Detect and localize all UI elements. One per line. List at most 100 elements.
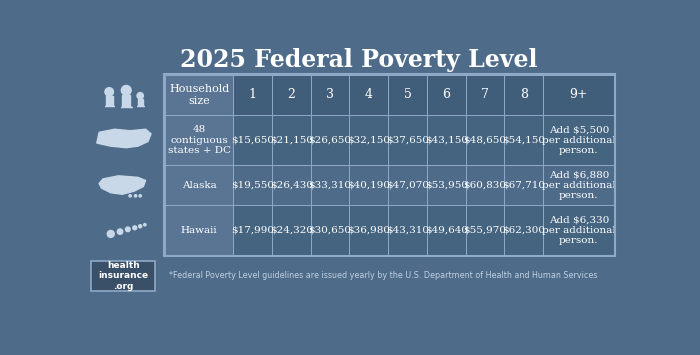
Text: $60,830: $60,830 bbox=[463, 181, 507, 190]
Bar bbox=[427, 205, 466, 255]
Circle shape bbox=[129, 195, 132, 197]
Text: $17,990: $17,990 bbox=[231, 225, 274, 235]
Bar bbox=[543, 205, 615, 255]
Text: Add $6,330
per additional
person.: Add $6,330 per additional person. bbox=[542, 215, 616, 245]
Bar bbox=[505, 75, 543, 115]
Text: $54,150: $54,150 bbox=[503, 136, 545, 144]
Text: Add $5,500
per additional
person.: Add $5,500 per additional person. bbox=[542, 125, 616, 155]
Bar bbox=[389, 165, 427, 205]
Text: $47,070: $47,070 bbox=[386, 181, 429, 190]
Bar bbox=[349, 75, 389, 115]
Text: 9+: 9+ bbox=[570, 88, 588, 102]
Bar bbox=[427, 75, 466, 115]
Bar bbox=[311, 205, 349, 255]
Bar bbox=[349, 205, 389, 255]
Text: $33,310: $33,310 bbox=[309, 181, 351, 190]
Bar bbox=[505, 115, 543, 165]
Text: 48
contiguous
states + DC: 48 contiguous states + DC bbox=[167, 125, 230, 155]
Text: *Federal Poverty Level guidelines are issued yearly by the U.S. Department of He: *Federal Poverty Level guidelines are is… bbox=[169, 272, 597, 280]
Bar bbox=[272, 205, 311, 255]
FancyArrow shape bbox=[136, 99, 144, 106]
Bar bbox=[311, 75, 349, 115]
Circle shape bbox=[118, 229, 122, 234]
Bar bbox=[543, 165, 615, 205]
Circle shape bbox=[105, 88, 113, 96]
FancyArrow shape bbox=[104, 96, 114, 106]
Text: $32,150: $32,150 bbox=[347, 136, 391, 144]
Text: $36,980: $36,980 bbox=[347, 225, 391, 235]
Text: $15,650: $15,650 bbox=[231, 136, 274, 144]
Text: $55,970: $55,970 bbox=[463, 225, 507, 235]
Bar bbox=[466, 205, 505, 255]
Text: 5: 5 bbox=[404, 88, 412, 102]
Bar bbox=[272, 165, 311, 205]
Text: $26,430: $26,430 bbox=[270, 181, 313, 190]
Text: $62,300: $62,300 bbox=[503, 225, 545, 235]
Text: Alaska: Alaska bbox=[182, 181, 216, 190]
Text: $26,650: $26,650 bbox=[309, 136, 351, 144]
Polygon shape bbox=[99, 176, 146, 194]
Bar bbox=[349, 115, 389, 165]
Circle shape bbox=[133, 226, 136, 230]
Circle shape bbox=[125, 227, 130, 231]
Bar bbox=[466, 75, 505, 115]
Text: $21,150: $21,150 bbox=[270, 136, 313, 144]
Bar bbox=[466, 165, 505, 205]
Circle shape bbox=[139, 225, 141, 228]
Text: 2025 Federal Poverty Level: 2025 Federal Poverty Level bbox=[180, 48, 538, 72]
Bar bbox=[543, 115, 615, 165]
Bar bbox=[233, 75, 272, 115]
Bar bbox=[165, 115, 233, 165]
Text: $30,650: $30,650 bbox=[309, 225, 351, 235]
Bar bbox=[311, 165, 349, 205]
Text: 3: 3 bbox=[326, 88, 334, 102]
Text: $19,550: $19,550 bbox=[231, 181, 274, 190]
Text: health
insurance
.org: health insurance .org bbox=[98, 261, 148, 291]
Bar bbox=[389, 115, 427, 165]
Text: 1: 1 bbox=[248, 88, 257, 102]
Bar bbox=[466, 115, 505, 165]
Text: $43,310: $43,310 bbox=[386, 225, 429, 235]
Text: $24,320: $24,320 bbox=[270, 225, 313, 235]
Bar bbox=[165, 75, 233, 115]
Bar bbox=[427, 165, 466, 205]
Text: 4: 4 bbox=[365, 88, 373, 102]
Circle shape bbox=[139, 195, 141, 197]
Text: 2: 2 bbox=[288, 88, 295, 102]
Bar bbox=[311, 115, 349, 165]
Bar bbox=[272, 115, 311, 165]
Polygon shape bbox=[97, 129, 151, 148]
Text: $37,650: $37,650 bbox=[386, 136, 429, 144]
Circle shape bbox=[121, 86, 131, 95]
Bar bbox=[349, 165, 389, 205]
Bar bbox=[427, 115, 466, 165]
Bar bbox=[389, 75, 427, 115]
Bar bbox=[233, 165, 272, 205]
Bar bbox=[389, 205, 427, 255]
Text: Hawaii: Hawaii bbox=[181, 225, 218, 235]
Text: $48,650: $48,650 bbox=[463, 136, 507, 144]
Bar bbox=[233, 205, 272, 255]
Text: $49,640: $49,640 bbox=[425, 225, 468, 235]
Text: 6: 6 bbox=[442, 88, 450, 102]
Circle shape bbox=[107, 230, 114, 237]
Text: 8: 8 bbox=[520, 88, 528, 102]
Bar bbox=[233, 115, 272, 165]
Bar bbox=[543, 75, 615, 115]
Text: $53,950: $53,950 bbox=[425, 181, 468, 190]
Bar bbox=[505, 165, 543, 205]
FancyArrow shape bbox=[121, 95, 132, 107]
Text: Add $6,880
per additional
person.: Add $6,880 per additional person. bbox=[542, 170, 616, 200]
Text: $40,190: $40,190 bbox=[347, 181, 391, 190]
Bar bbox=[505, 205, 543, 255]
Text: $67,710: $67,710 bbox=[503, 181, 545, 190]
Text: $43,150: $43,150 bbox=[425, 136, 468, 144]
Bar bbox=[165, 165, 233, 205]
Text: 7: 7 bbox=[481, 88, 489, 102]
Circle shape bbox=[134, 195, 136, 197]
Bar bbox=[165, 205, 233, 255]
Text: Household
size: Household size bbox=[169, 84, 229, 106]
FancyBboxPatch shape bbox=[92, 261, 155, 290]
Bar bbox=[272, 75, 311, 115]
Bar bbox=[164, 74, 615, 256]
